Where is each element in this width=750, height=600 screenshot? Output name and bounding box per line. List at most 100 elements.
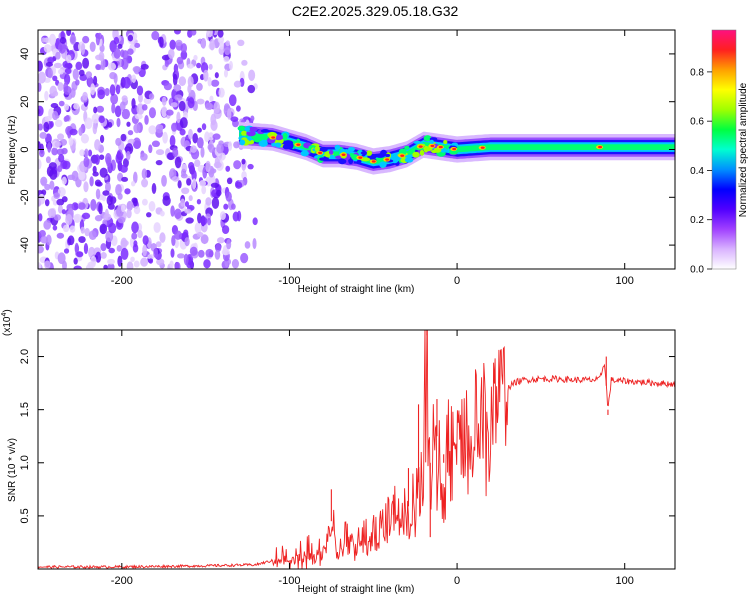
spectrogram-noise-blob [94,139,101,151]
spectrogram-noise-blob [76,251,84,258]
spectrogram-noise-blob [119,164,128,173]
spectrogram-noise-blob [80,226,85,234]
spectrogram-noise-blob [191,169,197,181]
spectrogram-noise-blob [141,168,148,180]
spectrogram-noise-blob [84,227,90,237]
spectrogram-noise-blob [107,62,117,71]
spectrogram-noise-blob [115,84,121,95]
spectrogram-signal-blob [412,151,420,158]
spectrogram-noise-blob [196,98,205,105]
spectrogram-noise-blob [122,76,131,89]
spectrogram-noise-blob [117,216,126,224]
spectrogram-noise-blob [126,121,131,127]
spectrogram-noise-blob [105,230,114,243]
spectrogram-signal-blob [300,150,309,157]
spectrogram-signal-blob [282,133,288,140]
spectrogram-noise-blob [47,68,53,79]
spectrogram-noise-blob [120,239,129,247]
spectrogram-noise-blob [111,102,116,114]
colorbar-label: Normalized spectral amplitude [738,82,749,217]
spectrogram-noise-blob [179,117,188,129]
spectrogram-hotspot-core [385,158,390,161]
spectrogram-signal-blob [385,153,391,158]
spectrogram-noise-blob [116,245,122,252]
spectrogram-noise-blob [40,176,48,186]
snr-y-tick-label: 2.0 [19,349,31,364]
spectrogram-noise-blob [117,193,123,200]
spectrogram-noise-blob [38,105,44,117]
spectrogram-noise-blob [208,63,213,70]
spectrogram-noise-blob [170,248,175,258]
spectrogram-noise-blob [94,154,100,166]
spectrogram-noise-blob [127,48,134,56]
spectrogram-noise-blob [151,140,160,148]
colorbar-gradient [712,30,736,269]
spectrogram-noise-blob [224,46,231,56]
spectrogram-noise-blob [215,189,222,197]
snr-x-tick-label: -100 [278,575,300,587]
spectrogram-noise-blob [84,148,89,158]
spectrogram-noise-blob [216,237,225,244]
spectrogram-noise-blob [82,91,88,101]
spectrogram-hotspot-core [341,153,346,156]
spectrogram-noise-blob [38,245,44,254]
spectrogram-x-tick-label: -200 [111,275,133,287]
spectrogram-noise-blob [108,247,115,254]
spectrogram-hotspot-core [438,145,443,149]
spectrogram-x-tick-label: -100 [278,275,300,287]
spectrogram-noise-blob [92,122,98,135]
spectrogram-noise-blob [38,159,42,170]
spectrogram-noise-blob [99,154,105,160]
spectrogram-noise-blob [69,34,77,45]
spectrogram-signal-blob [274,142,282,148]
spectrogram-noise-blob [207,77,212,87]
spectrogram-noise-blob [133,206,141,215]
spectrogram-signal-blob [237,125,246,132]
colorbar-tick-label: 0.4 [690,166,704,177]
spectrogram-noise-blob [57,165,63,173]
spectrogram-noise-blob [172,73,178,86]
spectrogram-noise-blob [117,43,123,49]
spectrogram-signal-blob [404,154,415,158]
spectrogram-noise-blob [241,158,246,165]
spectrogram-noise-blob [121,95,128,103]
spectrogram-noise-blob [180,168,187,177]
spectrogram-noise-blob [179,128,186,136]
spectrogram-noise-blob [95,251,102,263]
spectrogram-noise-blob [137,229,143,239]
spectrogram-noise-blob [38,229,46,238]
spectrogram-noise-blob [203,259,211,269]
spectrogram-noise-blob [205,197,212,206]
spectrogram-noise-blob [121,108,131,120]
spectrogram-noise-blob [241,59,248,66]
spectrogram-noise-blob [109,84,116,96]
spectrogram-noise-blob [39,131,47,139]
spectrogram-noise-blob [194,222,203,234]
spectrogram-noise-blob [140,63,149,70]
spectrogram-noise-blob [175,39,183,47]
spectrogram-signal-blob [253,137,262,143]
spectrogram-signal-blob [379,161,387,168]
spectrogram-noise-blob [131,221,139,234]
spectrogram-noise-blob [192,178,197,190]
spectrogram-signal-blob [260,129,270,133]
spectrogram-noise-blob [38,71,46,84]
spectrogram-noise-blob [236,105,241,112]
spectrogram-noise-blob [174,208,182,220]
spectrogram-noise-blob [134,113,143,120]
spectrogram-noise-blob [47,141,52,153]
snr-marks [38,330,675,569]
spectrogram-signal-blob [246,130,256,137]
spectrogram-noise-blob [88,246,96,259]
spectrogram-noise-blob [124,188,131,195]
spectrogram-noise-blob [232,211,240,222]
spectrogram-signal-blob [283,140,294,146]
spectrogram-noise-blob [83,156,90,168]
spectrogram-noise-blob [196,199,202,205]
spectrogram-noise-blob [201,185,207,195]
spectrogram-noise-blob [218,87,225,98]
spectrogram-noise-blob [141,104,148,111]
spectrogram-noise-blob [207,217,212,226]
spectrogram-noise-blob [228,60,233,71]
spectrogram-noise-blob [131,98,136,109]
